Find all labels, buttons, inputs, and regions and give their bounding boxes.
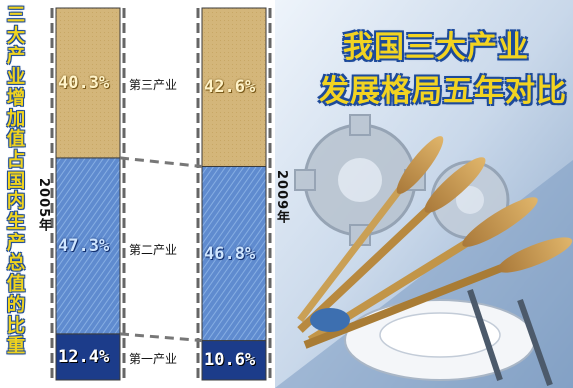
value-label-tertiary-2009: 42.6% bbox=[204, 77, 256, 98]
subtitle-char: 占 bbox=[6, 149, 26, 171]
subtitle-char: 业 bbox=[6, 67, 26, 89]
year-label-2009: 2009年 bbox=[274, 170, 289, 225]
value-label-secondary-2009: 46.8% bbox=[204, 243, 256, 264]
illustration bbox=[275, 0, 573, 388]
subtitle-char: 增 bbox=[6, 87, 26, 109]
plate-icon bbox=[344, 299, 536, 381]
wheat-icon bbox=[297, 136, 573, 349]
category-label-primary: 第一产业 bbox=[128, 351, 179, 366]
connector-lines bbox=[119, 156, 203, 343]
connector-line-0 bbox=[119, 332, 203, 343]
subtitle-char: 内 bbox=[6, 191, 26, 213]
subtitle-char: 比 bbox=[6, 315, 26, 337]
chart-subtitle: 三大产业增加值占国内生产总值的比重 bbox=[4, 5, 28, 382]
bar-tertiary-0 bbox=[55, 7, 121, 159]
subtitle-char: 产 bbox=[6, 46, 26, 68]
bar-secondary-1 bbox=[201, 165, 267, 342]
subtitle-char: 生 bbox=[6, 212, 26, 234]
connector-line-1 bbox=[119, 156, 203, 168]
subtitle-char: 重 bbox=[6, 336, 26, 358]
category-label-secondary: 第二产业 bbox=[128, 242, 179, 257]
value-label-primary-2009: 10.6% bbox=[204, 350, 256, 371]
bar-primary-0 bbox=[55, 333, 121, 381]
subtitle-char: 值 bbox=[6, 274, 26, 296]
bar-tertiary-1 bbox=[201, 7, 267, 167]
subtitle-char: 产 bbox=[6, 232, 26, 254]
subtitle-char: 的 bbox=[6, 294, 26, 316]
subtitle-char: 三 bbox=[6, 5, 26, 26]
value-label-secondary-2005: 47.3% bbox=[58, 235, 110, 256]
bar-secondary-0 bbox=[55, 157, 121, 335]
value-label-primary-2005: 12.4% bbox=[58, 346, 110, 367]
fork-icon bbox=[467, 289, 553, 386]
category-label-tertiary: 第三产业 bbox=[128, 78, 179, 93]
subtitle-char: 大 bbox=[6, 25, 26, 47]
bar-primary-1 bbox=[201, 340, 267, 381]
year-label-2005: 2005年 bbox=[36, 178, 51, 233]
subtitle-char: 总 bbox=[6, 253, 26, 275]
subtitle-char: 加 bbox=[6, 108, 26, 130]
value-label-tertiary-2005: 40.3% bbox=[58, 72, 110, 93]
subtitle-char: 值 bbox=[6, 129, 26, 151]
chart-title-line-1: 我国三大产业 bbox=[343, 30, 529, 65]
bars-group bbox=[50, 7, 272, 381]
chart-title-line-2: 发展格局五年对比 bbox=[319, 74, 567, 109]
subtitle-char: 国 bbox=[6, 170, 26, 192]
